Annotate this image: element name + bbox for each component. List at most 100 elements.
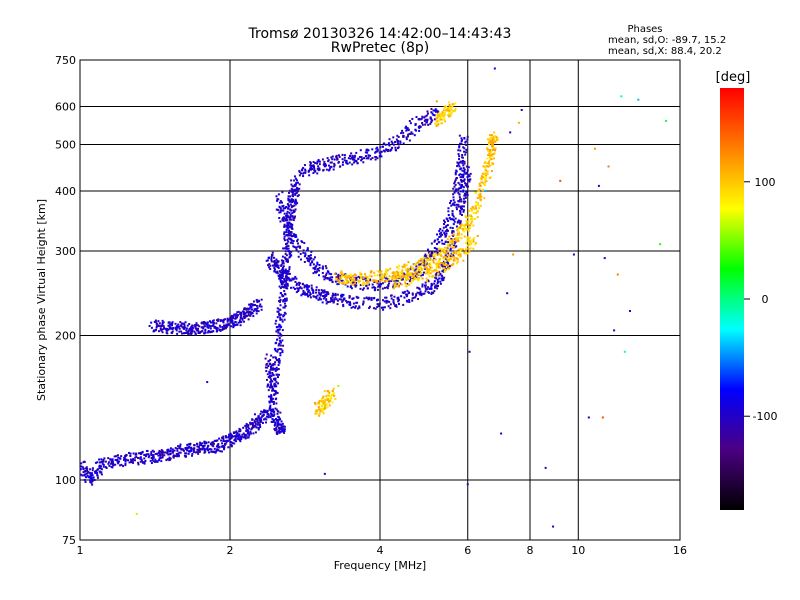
data-point-x [412,267,415,270]
data-point-o [177,454,180,457]
data-point-o [232,315,235,318]
data-point-o [167,453,170,456]
data-point-o [279,352,282,355]
data-point-o [187,332,190,335]
data-point-o [228,323,231,326]
data-point-o [316,267,319,270]
data-point-o [224,318,227,321]
data-point-o [110,465,113,468]
data-point-o [272,418,275,421]
data-point-o [272,260,275,263]
data-point-o [423,260,426,263]
data-point-o [288,218,291,221]
data-point-o [420,274,423,277]
data-point-x [494,147,497,150]
data-point-o [315,289,318,292]
data-point-o [165,329,168,332]
data-point-x [424,272,427,275]
data-point-o [433,282,436,285]
data-point-o [187,329,190,332]
data-point-x [353,279,356,282]
data-point-o [238,433,241,436]
data-point-o [286,203,289,206]
data-point-o [408,139,411,142]
data-point-o [456,221,459,224]
data-point-o [311,164,314,167]
data-point-o [235,316,238,319]
data-point-o [276,419,279,422]
data-point-o [457,191,460,194]
data-point-x [455,256,458,259]
data-point-o [209,321,212,324]
data-point-x [324,403,327,406]
data-point-x [470,220,473,223]
chart-title: Tromsø 20130326 14:42:00–14:43:43 [248,26,512,42]
data-point-o [280,348,283,351]
data-point-o [274,429,277,432]
data-point-o [434,239,437,242]
data-point-o [337,282,340,285]
data-point-x [439,254,442,257]
data-point-o [277,264,280,267]
data-point-o [421,283,424,286]
data-point-x [325,394,328,397]
data-point-x [333,394,336,397]
data-point-x [456,233,459,236]
data-point-x [379,276,382,279]
data-point-o [296,202,299,205]
data-point-o [277,274,280,277]
data-point-o [314,162,317,165]
data-point-o [213,439,216,442]
data-point-o [196,324,199,327]
data-point-o [102,460,105,463]
data-point-o [445,234,448,237]
data-point-o [91,478,94,481]
data-point-o [98,470,101,473]
data-point-o [303,292,306,295]
data-point-o [204,331,207,334]
data-point-x [490,154,493,157]
data-point-x [474,191,477,194]
data-point-o [312,295,315,298]
data-point-o [426,119,429,122]
data-point-o [294,234,297,237]
data-point-o [433,257,436,260]
data-point-o [329,161,332,164]
data-point-o [330,278,333,281]
data-point-x [457,250,460,253]
data-point-o [257,426,260,429]
data-point-o [394,146,397,149]
data-point-x [443,256,446,259]
data-point-o [406,293,409,296]
data-point-o [274,361,277,364]
data-point-x [486,170,489,173]
data-point-o [231,442,234,445]
data-point-o [275,397,278,400]
data-point-o [469,172,472,175]
data-point-o [459,190,462,193]
data-point-o [287,207,290,210]
data-point-x [452,240,455,243]
data-point-x [411,276,414,279]
data-point-o [416,273,419,276]
data-point-x [489,149,492,152]
data-point-o [306,293,309,296]
data-point-x [320,398,323,401]
data-point-x [476,202,479,205]
data-point-o [381,282,384,285]
data-point-o [342,293,345,296]
data-point-o [388,300,391,303]
data-point-x [417,272,420,275]
data-point-o [352,302,355,305]
data-point-o [287,224,290,227]
data-point-x [417,268,420,271]
data-point-o [110,462,113,465]
data-point-o [222,321,225,324]
data-point-o [291,199,294,202]
data-point-o [182,322,185,325]
data-point-x [459,253,462,256]
data-point-o [271,371,274,374]
data-point-o [174,322,177,325]
data-point-o [283,314,286,317]
data-point-o [179,451,182,454]
